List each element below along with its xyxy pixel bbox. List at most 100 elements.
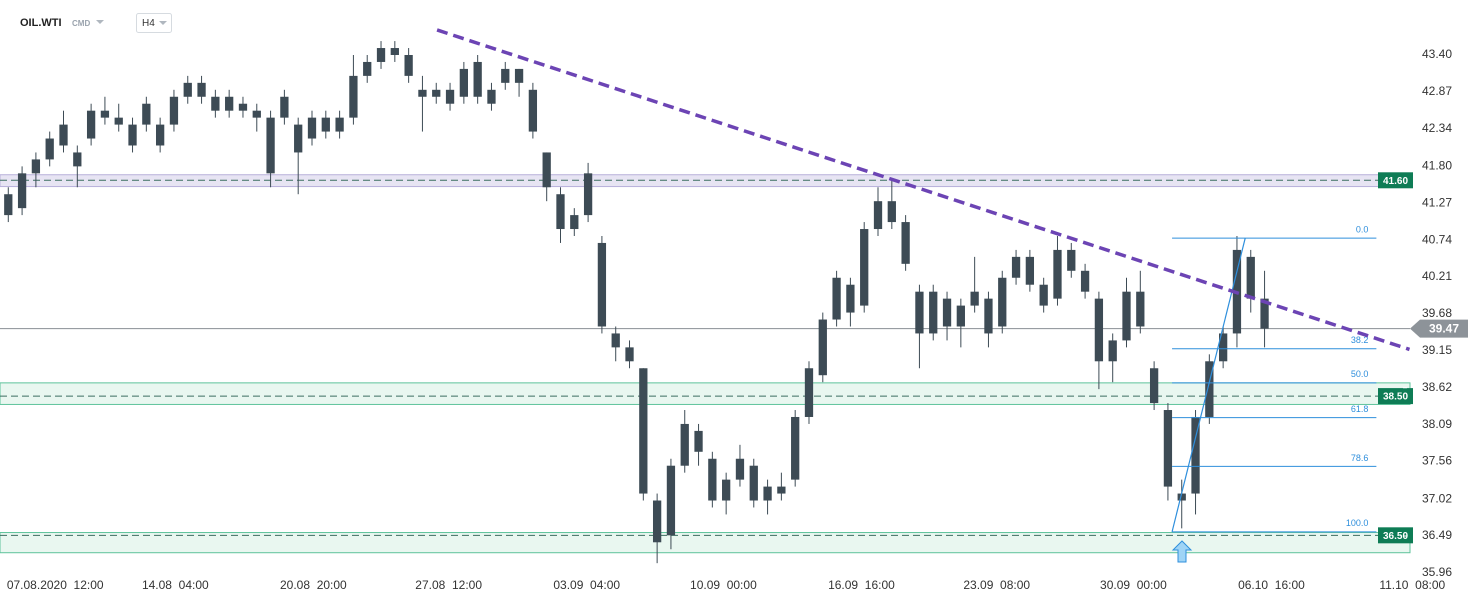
candle-body [1136,291,1145,327]
candle-body [252,110,261,118]
y-tick-label: 41.27 [1422,195,1452,209]
y-tick-label: 43.40 [1422,47,1452,61]
candle-body [197,82,206,97]
candle-body [832,277,841,320]
candle-body [708,458,717,501]
candle-body [335,117,344,132]
candle-body [1039,284,1048,306]
candle-body [31,159,41,174]
candle-body [100,110,110,118]
candle-body [459,68,468,97]
candle-body [1122,291,1131,341]
x-tick-label: 11.10 08:00 [1379,578,1445,592]
interval-select[interactable] [136,13,172,33]
candle-body [597,242,607,327]
candle-body [17,173,27,209]
candle-body [1094,298,1104,362]
candle-body [169,96,179,125]
interval[interactable]: H4 [142,18,155,29]
level-tag [1378,172,1413,189]
candle-body [211,96,220,111]
candle-body [73,152,82,167]
candle-body [873,201,883,230]
level-tag [1378,527,1413,544]
candle-body [818,319,827,376]
candle-body [349,75,358,118]
x-tick-label: 10.09 00:00 [690,578,757,592]
candle-body [1163,410,1173,487]
candle-body [929,291,938,334]
candle-body [611,333,620,348]
candle-body [183,82,192,97]
level-label: 38.50 [1383,392,1408,403]
fib-label: 38.2 [1351,335,1369,345]
candle-body [390,48,399,55]
x-tick-label: 07.08.2020 12:00 [7,578,104,592]
y-tick-label: 37.02 [1422,491,1452,505]
candle-body [445,89,455,104]
y-tick-label: 39.15 [1422,343,1452,357]
candle-body [1108,340,1117,362]
candle-body [570,215,579,230]
candle-body [1067,249,1076,271]
candle-body [942,298,952,327]
candle-body [666,465,676,536]
candle-body [86,110,96,139]
candle-body [1191,416,1200,494]
candle-body [307,117,317,139]
y-tick-label: 36.49 [1422,528,1452,542]
candle-body [735,458,745,480]
y-tick-label: 35.96 [1422,565,1452,579]
candle-body [142,103,151,125]
x-tick-label: 30.09 00:00 [1100,578,1167,592]
candle-body [528,89,538,132]
candle-body [1053,249,1062,299]
y-tick-label: 38.09 [1422,417,1452,431]
candle-body [777,486,786,494]
candle-body [887,201,896,223]
candle-body [501,68,510,83]
fib-label: 100.0 [1346,518,1369,528]
x-tick-label: 20.08 20:00 [280,578,347,592]
x-tick-label: 23.09 08:00 [963,578,1030,592]
candle-body [804,368,814,417]
plot-area: 0.0 38.2 50.0 61.8 78.6 100.0 [0,28,1411,564]
candle-body [846,284,855,313]
candle-body [418,89,427,97]
candle-body [266,117,275,174]
level-tag [1378,388,1413,405]
candle-body [128,124,137,146]
fib-label: 50.0 [1351,369,1369,379]
y-tick-label: 38.62 [1422,380,1452,394]
candle-body [1080,270,1090,292]
candle-body [376,48,386,62]
candle-body [970,291,979,306]
candle-body [1260,298,1269,329]
candle-body [1149,368,1159,404]
candle-body [114,117,123,125]
candle-body [514,68,524,83]
candle-body [1205,361,1214,417]
last-price-label: 39.47 [1429,322,1459,336]
candle-body [45,138,54,160]
candle-body [956,305,965,327]
candle-body [321,117,330,132]
impulse-line [1171,237,1246,532]
candle-body [791,416,800,480]
candle-body [915,291,924,334]
candle-body [1219,333,1228,362]
fib-label: 0.0 [1356,224,1369,234]
candle-body [556,194,565,230]
y-tick-label: 40.74 [1422,232,1452,246]
candle-body [625,347,634,362]
candle-body [280,96,289,118]
trend-line [436,28,1411,352]
candle-body [238,103,248,111]
symbol-dropdown[interactable] [96,20,104,24]
candle-body [722,479,731,501]
symbol[interactable]: OIL.WTI [20,17,62,29]
interval-dropdown[interactable] [159,21,167,25]
fib-label: 61.8 [1351,404,1369,414]
